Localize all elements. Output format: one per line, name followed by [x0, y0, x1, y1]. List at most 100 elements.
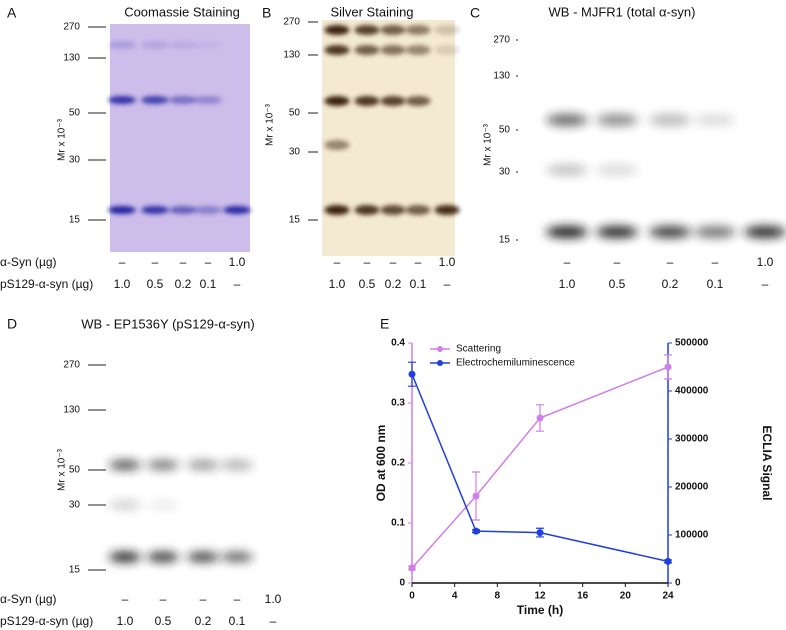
y2-tick-label: 300000 — [675, 434, 709, 445]
row-label: α-Syn (µg) — [0, 255, 57, 269]
data-point — [536, 529, 544, 537]
legend-marker — [437, 346, 443, 352]
y-axis-label: OD at 600 nm — [374, 425, 388, 502]
gel-band — [380, 205, 406, 215]
marker-label: 15 — [499, 235, 511, 246]
marker-label: 50 — [289, 108, 301, 119]
gel-band — [194, 96, 222, 104]
y2-tick-label: 0 — [675, 578, 681, 589]
lane-label: – — [364, 255, 371, 269]
panel-letter: A — [7, 5, 17, 21]
panel-title: Silver Staining — [330, 4, 413, 19]
lane-label: – — [334, 255, 341, 269]
y-tick-label: 0.1 — [391, 518, 405, 529]
gel-band — [380, 25, 406, 35]
x-tick-label: 8 — [495, 591, 501, 602]
data-point — [472, 527, 480, 535]
gel-band — [354, 205, 380, 215]
legend-label: Electrochemiluminescence — [456, 358, 575, 369]
gel-band — [596, 164, 638, 176]
gel-band — [324, 96, 350, 106]
marker-label: 270 — [493, 35, 510, 46]
gel-band — [194, 41, 222, 49]
marker-label: 15 — [69, 565, 81, 576]
gel-band — [147, 460, 179, 470]
data-point — [664, 363, 672, 371]
gel-band — [109, 500, 141, 510]
gel-band — [108, 41, 136, 49]
marker-label: 50 — [69, 108, 81, 119]
marker-label: 130 — [63, 405, 80, 416]
gel-band — [221, 460, 253, 470]
lane-label: – — [667, 255, 674, 269]
lane-label: – — [415, 255, 422, 269]
x-tick-label: 20 — [620, 591, 632, 602]
gel-band — [405, 205, 431, 215]
marker-label: 270 — [283, 17, 300, 28]
lane-label: 0.1 — [200, 277, 217, 291]
row-label: pS129-α-syn (µg) — [0, 277, 93, 291]
lane-label: 1.0 — [559, 277, 576, 291]
x-tick-label: 16 — [577, 591, 589, 602]
gel-band — [108, 96, 136, 104]
y2-tick-label: 100000 — [675, 530, 709, 541]
gel-band — [354, 96, 380, 106]
legend-label: Scattering — [456, 344, 501, 355]
gel-band — [194, 206, 222, 214]
lane-label: 1.0 — [229, 255, 246, 269]
gel-band — [147, 500, 179, 510]
marker-label: 30 — [69, 155, 81, 166]
gel-band — [694, 114, 736, 126]
x-tick-label: 12 — [534, 591, 546, 602]
gel-band — [169, 96, 197, 104]
x-tick-label: 24 — [662, 591, 674, 602]
y-tick-label: 0 — [399, 578, 405, 589]
lane-label: 1.0 — [439, 255, 456, 269]
gel-band — [380, 45, 406, 55]
gel-band — [141, 96, 169, 104]
lane-label: 0.5 — [147, 277, 164, 291]
lane-label: – — [234, 277, 241, 291]
marker-label: 270 — [63, 22, 80, 33]
lane-label: – — [270, 614, 277, 628]
gel-band — [354, 25, 380, 35]
lane-label: – — [180, 255, 187, 269]
gel-band — [109, 460, 141, 470]
marker-label: 130 — [283, 50, 300, 61]
legend-marker — [437, 360, 443, 366]
lane-label: – — [614, 255, 621, 269]
gel-band — [434, 25, 460, 35]
mr-label: Mr x 10⁻³ — [57, 448, 68, 491]
gel-band — [434, 45, 460, 55]
mr-label: Mr x 10⁻³ — [265, 103, 276, 146]
y-tick-label: 0.3 — [391, 398, 405, 409]
marker-label: 30 — [289, 147, 301, 158]
lane-label: – — [200, 592, 207, 606]
lane-label: 1.0 — [114, 277, 131, 291]
gel-band — [596, 114, 638, 126]
x-tick-label: 0 — [409, 591, 415, 602]
gel-band — [380, 96, 406, 106]
gel-band — [169, 41, 197, 49]
panel-title: Coomassie Staining — [124, 4, 240, 19]
panel-letter: C — [470, 5, 480, 21]
y-tick-label: 0.4 — [391, 338, 405, 349]
lane-label: – — [119, 255, 126, 269]
marker-label: 130 — [493, 71, 510, 82]
lane-label: – — [762, 277, 769, 291]
gel-band — [405, 45, 431, 55]
panel-letter: B — [262, 5, 271, 21]
lane-label: 0.1 — [410, 277, 427, 291]
lane-label: – — [234, 592, 241, 606]
marker-label: 50 — [499, 125, 511, 136]
row-label: α-Syn (µg) — [0, 592, 57, 606]
gel-image — [110, 24, 250, 252]
data-point — [408, 370, 416, 378]
lane-label: 0.1 — [707, 277, 724, 291]
marker-label: 15 — [289, 215, 301, 226]
x-axis-label: Time (h) — [517, 603, 563, 617]
marker-label: 30 — [499, 167, 511, 178]
y2-tick-label: 500000 — [675, 338, 709, 349]
lane-label: 0.2 — [175, 277, 192, 291]
